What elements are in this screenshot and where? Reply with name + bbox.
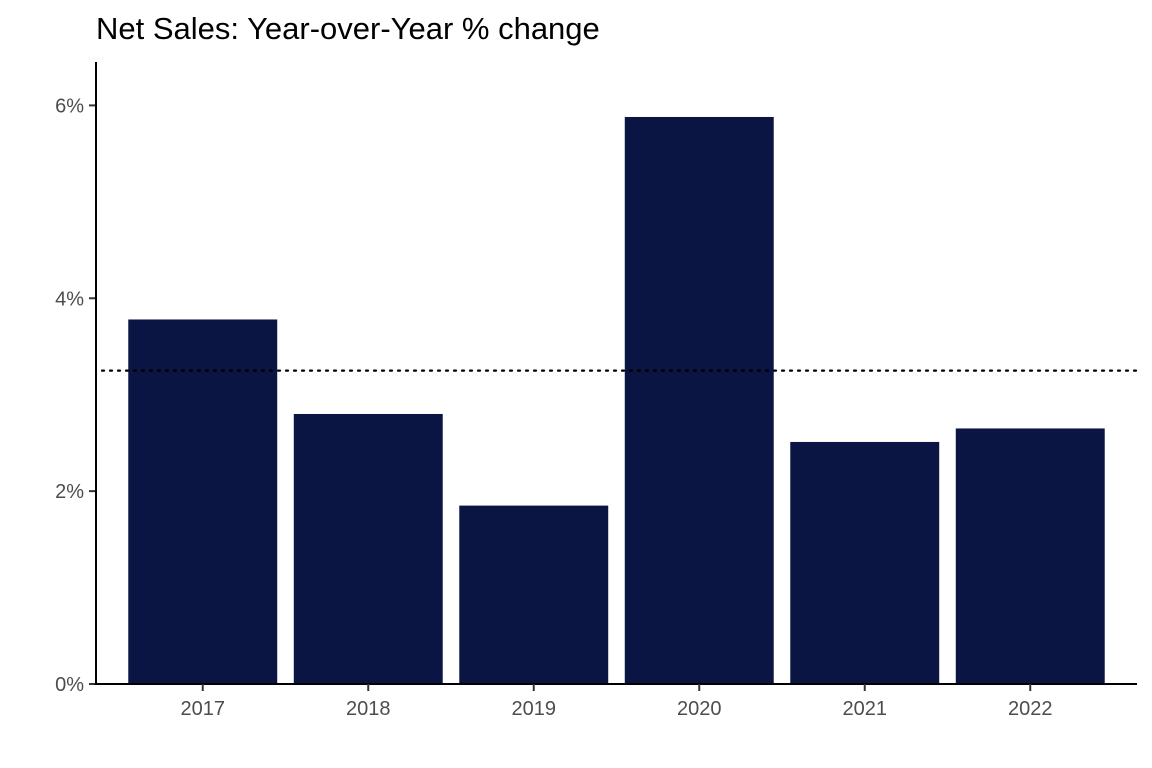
y-tick-label: 0%	[55, 674, 84, 696]
y-tick-label: 2%	[55, 481, 84, 503]
x-tick-label: 2019	[512, 698, 557, 720]
bars	[128, 116, 1105, 684]
bar-2018	[293, 413, 443, 684]
x-tick-label: 2020	[677, 698, 722, 720]
x-tick-label: 2017	[181, 698, 226, 720]
bar-2022	[955, 428, 1105, 684]
bar-2017	[128, 319, 278, 684]
x-tick-label: 2021	[843, 698, 888, 720]
bar-2020	[624, 116, 774, 684]
x-axis-ticks: 2017 2018 2019 2020 2021 2022	[181, 684, 1053, 720]
axes	[95, 62, 1137, 685]
chart-title: Net Sales: Year-over-Year % change	[96, 11, 600, 46]
y-axis-ticks: 0% 2% 4% 6%	[55, 95, 96, 696]
bar-2021	[790, 441, 940, 684]
x-tick-label: 2022	[1008, 698, 1053, 720]
y-tick-label: 6%	[55, 95, 84, 117]
x-tick-label: 2018	[346, 698, 391, 720]
y-tick-label: 4%	[55, 288, 84, 310]
bar-2019	[459, 505, 609, 684]
